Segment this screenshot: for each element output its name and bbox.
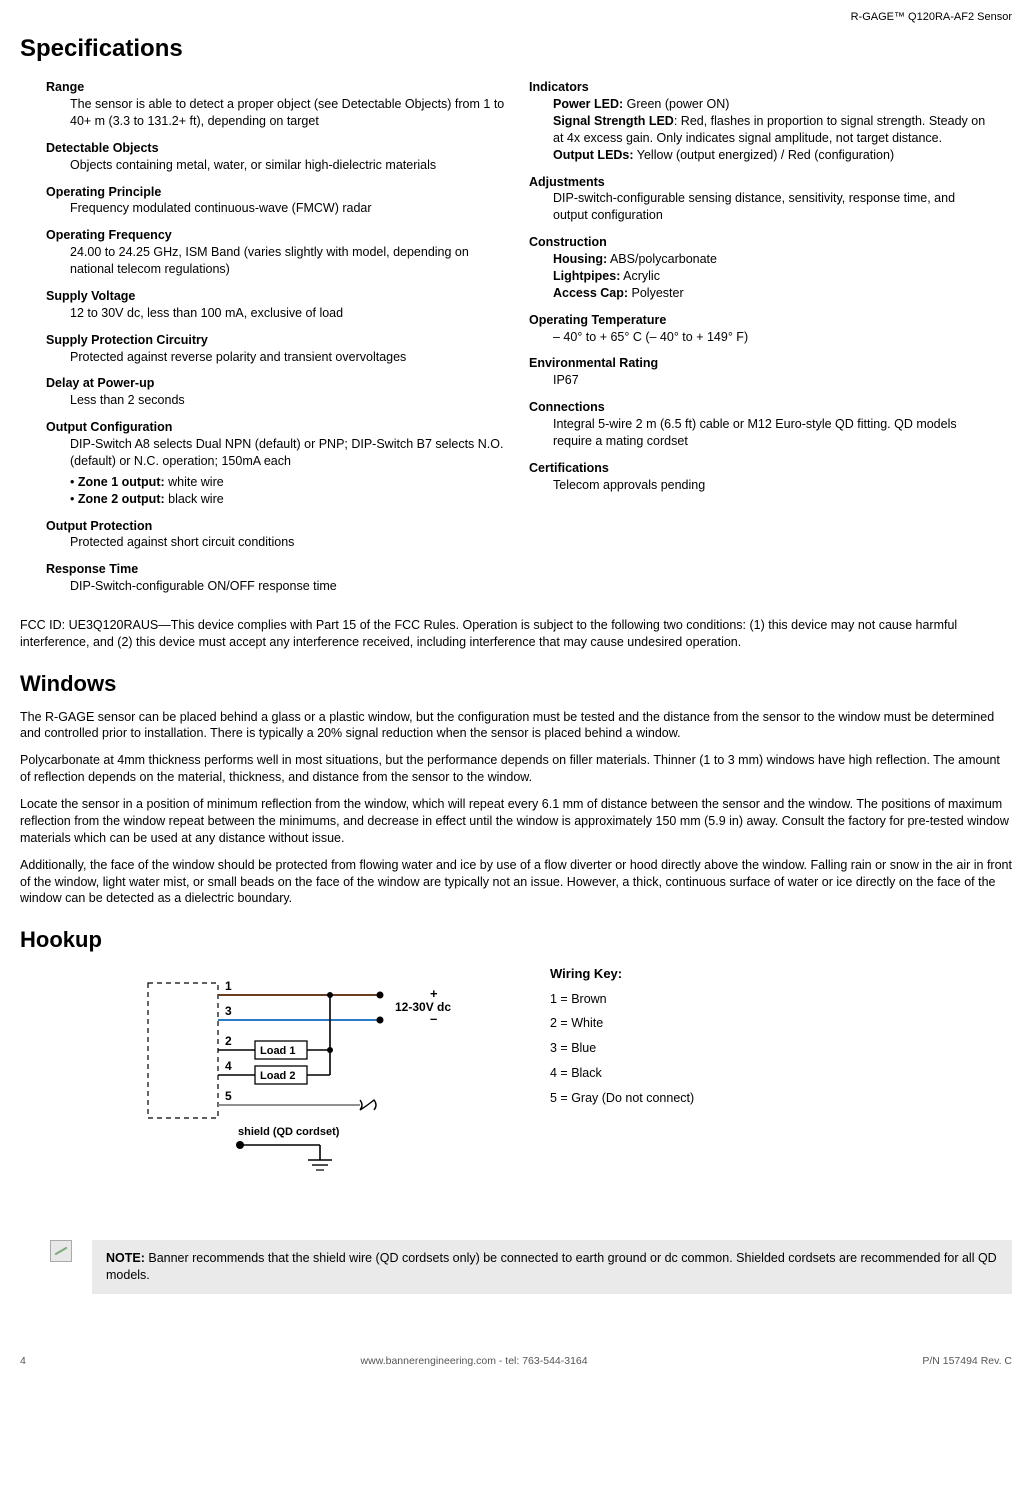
spec-title: Supply Voltage bbox=[46, 288, 505, 305]
spec-title: Operating Temperature bbox=[529, 312, 988, 329]
spec-body: 12 to 30V dc, less than 100 mA, exclusiv… bbox=[46, 305, 505, 322]
wiring-key-item: 4 = Black bbox=[550, 1065, 1012, 1082]
svg-text:Load 1: Load 1 bbox=[260, 1045, 295, 1057]
svg-text:2: 2 bbox=[225, 1034, 232, 1048]
note-label: NOTE: bbox=[106, 1251, 145, 1265]
construction-line: Lightpipes: Acrylic bbox=[553, 268, 988, 285]
spec-title: Environmental Rating bbox=[529, 355, 988, 372]
svg-text:3: 3 bbox=[225, 1004, 232, 1018]
indicator-label: Power LED: bbox=[553, 97, 623, 111]
specs-columns: RangeThe sensor is able to detect a prop… bbox=[20, 79, 1012, 605]
product-header: R-GAGE™ Q120RA-AF2 Sensor bbox=[20, 10, 1012, 25]
footer-right: P/N 157494 Rev. C bbox=[922, 1354, 1012, 1368]
note-box: NOTE: Banner recommends that the shield … bbox=[92, 1240, 1012, 1294]
note-icon bbox=[50, 1240, 72, 1262]
spec-title: Response Time bbox=[46, 561, 505, 578]
spec-title: Certifications bbox=[529, 460, 988, 477]
fcc-notice: FCC ID: UE3Q120RAUS—This device complies… bbox=[20, 617, 1012, 651]
svg-text:5: 5 bbox=[225, 1089, 232, 1103]
wiring-key-item: 2 = White bbox=[550, 1015, 1012, 1032]
zone-output: Zone 2 output: black wire bbox=[70, 491, 505, 508]
indicator-label: Output LEDs: bbox=[553, 148, 634, 162]
windows-section: The R-GAGE sensor can be placed behind a… bbox=[20, 709, 1012, 908]
indicator-line: Signal Strength LED: Red, flashes in pro… bbox=[553, 113, 988, 147]
spec-body: DIP-Switch-configurable ON/OFF response … bbox=[46, 578, 505, 595]
svg-text:shield (QD cordset): shield (QD cordset) bbox=[238, 1126, 340, 1138]
zone-label: Zone 2 output: bbox=[78, 492, 165, 506]
windows-heading: Windows bbox=[20, 669, 1012, 699]
spec-body: Telecom approvals pending bbox=[529, 477, 988, 494]
zone-label: Zone 1 output: bbox=[78, 475, 165, 489]
construction-label: Housing: bbox=[553, 252, 607, 266]
wiring-key-item: 1 = Brown bbox=[550, 991, 1012, 1008]
spec-body: IP67 bbox=[529, 372, 988, 389]
spec-body: Frequency modulated continuous-wave (FMC… bbox=[46, 200, 505, 217]
windows-para: Additionally, the face of the window sho… bbox=[20, 857, 1012, 908]
construction-line: Housing: ABS/polycarbonate bbox=[553, 251, 988, 268]
footer-page: 4 bbox=[20, 1354, 26, 1368]
construction-label: Lightpipes: bbox=[553, 269, 620, 283]
spec-title: Output Configuration bbox=[46, 419, 505, 436]
construction-val: Acrylic bbox=[620, 269, 660, 283]
spec-body: 24.00 to 24.25 GHz, ISM Band (varies sli… bbox=[46, 244, 505, 278]
spec-title: Supply Protection Circuitry bbox=[46, 332, 505, 349]
wiring-key-item: 3 = Blue bbox=[550, 1040, 1012, 1057]
spec-title: Indicators bbox=[529, 79, 988, 96]
svg-text:12-30V dc: 12-30V dc bbox=[395, 1000, 451, 1014]
spec-body: DIP-Switch A8 selects Dual NPN (default)… bbox=[46, 436, 505, 470]
zone-val: black wire bbox=[165, 492, 224, 506]
spec-body: The sensor is able to detect a proper ob… bbox=[46, 96, 505, 130]
construction-val: Polyester bbox=[628, 286, 684, 300]
spec-body: Objects containing metal, water, or simi… bbox=[46, 157, 505, 174]
spec-title: Detectable Objects bbox=[46, 140, 505, 157]
specs-heading: Specifications bbox=[20, 33, 1012, 65]
indicator-label: Signal Strength LED bbox=[553, 114, 674, 128]
zone-output: Zone 1 output: white wire bbox=[70, 474, 505, 491]
indicator-line: Output LEDs: Yellow (output energized) /… bbox=[553, 147, 988, 164]
spec-body: Protected against short circuit conditio… bbox=[46, 534, 505, 551]
specs-right-col: Indicators Power LED: Green (power ON) S… bbox=[529, 79, 1012, 605]
wiring-key-item: 5 = Gray (Do not connect) bbox=[550, 1090, 1012, 1107]
spec-body: Protected against reverse polarity and t… bbox=[46, 349, 505, 366]
indicator-line: Power LED: Green (power ON) bbox=[553, 96, 988, 113]
note-row: NOTE: Banner recommends that the shield … bbox=[20, 1240, 1012, 1294]
spec-body: Less than 2 seconds bbox=[46, 392, 505, 409]
specs-left-col: RangeThe sensor is able to detect a prop… bbox=[46, 79, 529, 605]
svg-text:+: + bbox=[430, 986, 438, 1001]
wiring-diagram: 1 3 + – 12-30V dc 2 Load 1 4 Load 2 bbox=[20, 965, 500, 1200]
wiring-key: Wiring Key: 1 = Brown 2 = White 3 = Blue… bbox=[540, 965, 1012, 1200]
indicator-value: Green (power ON) bbox=[623, 97, 729, 111]
spec-title: Operating Principle bbox=[46, 184, 505, 201]
spec-body: – 40° to + 65° C (– 40° to + 149° F) bbox=[529, 329, 988, 346]
spec-body: Integral 5-wire 2 m (6.5 ft) cable or M1… bbox=[529, 416, 988, 450]
windows-para: Locate the sensor in a position of minim… bbox=[20, 796, 1012, 847]
note-text: Banner recommends that the shield wire (… bbox=[106, 1251, 997, 1282]
construction-val: ABS/polycarbonate bbox=[607, 252, 717, 266]
spec-title: Construction bbox=[529, 234, 988, 251]
hookup-row: 1 3 + – 12-30V dc 2 Load 1 4 Load 2 bbox=[20, 965, 1012, 1200]
spec-body: DIP-switch-configurable sensing distance… bbox=[529, 190, 988, 224]
spec-title: Connections bbox=[529, 399, 988, 416]
wiring-key-title: Wiring Key: bbox=[550, 965, 1012, 983]
spec-title: Output Protection bbox=[46, 518, 505, 535]
spec-title: Delay at Power-up bbox=[46, 375, 505, 392]
svg-text:Load 2: Load 2 bbox=[260, 1070, 295, 1082]
windows-para: Polycarbonate at 4mm thickness performs … bbox=[20, 752, 1012, 786]
spec-title: Adjustments bbox=[529, 174, 988, 191]
zone-val: white wire bbox=[165, 475, 224, 489]
svg-text:1: 1 bbox=[225, 979, 232, 993]
indicator-value: Yellow (output energized) / Red (configu… bbox=[634, 148, 895, 162]
windows-para: The R-GAGE sensor can be placed behind a… bbox=[20, 709, 1012, 743]
page-footer: 4 www.bannerengineering.com - tel: 763-5… bbox=[20, 1354, 1012, 1368]
svg-text:4: 4 bbox=[225, 1059, 232, 1073]
footer-center: www.bannerengineering.com - tel: 763-544… bbox=[361, 1354, 588, 1368]
hookup-heading: Hookup bbox=[20, 925, 1012, 955]
spec-title: Operating Frequency bbox=[46, 227, 505, 244]
construction-label: Access Cap: bbox=[553, 286, 628, 300]
construction-line: Access Cap: Polyester bbox=[553, 285, 988, 302]
spec-title: Range bbox=[46, 79, 505, 96]
